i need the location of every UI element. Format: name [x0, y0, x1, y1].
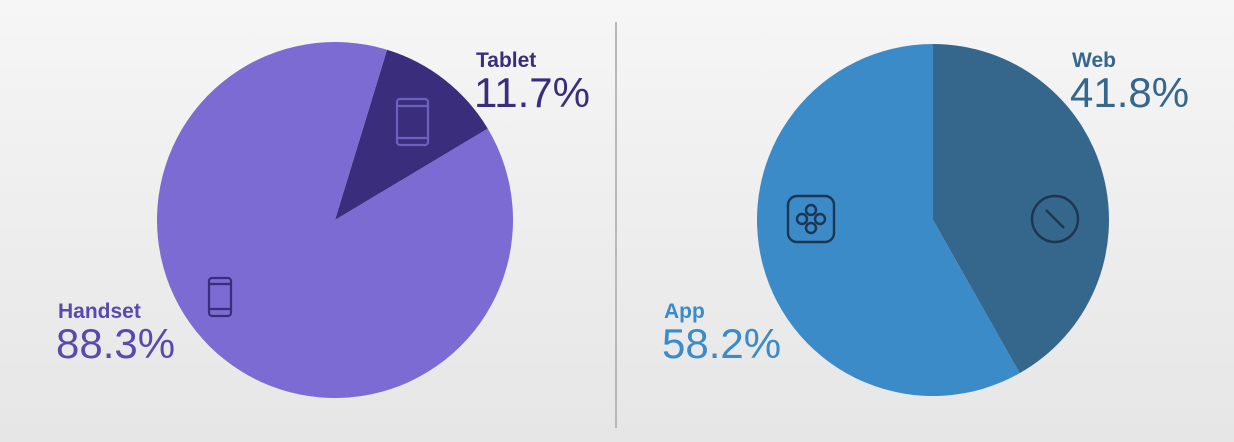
- handset-value: 88.3%: [56, 320, 175, 367]
- app-icon: [786, 194, 836, 244]
- pie-slice-app: [756, 44, 1020, 396]
- compass-icon: [1030, 194, 1080, 244]
- web-value: 41.8%: [1070, 69, 1189, 116]
- handset-label: Handset: [58, 300, 141, 323]
- pie-slice-handset: [157, 42, 514, 399]
- web-label: Web: [1072, 49, 1116, 72]
- smartphone-icon: [207, 276, 233, 318]
- tablet-label: Tablet: [476, 49, 536, 72]
- platform-pie-chart: Web 41.8% App 58.2%: [662, 44, 1189, 396]
- device-pie-chart: Tablet 11.7% Handset 88.3%: [56, 42, 590, 399]
- app-value: 58.2%: [662, 320, 781, 367]
- pie-slice-web: [933, 44, 1109, 374]
- tablet-value: 11.7%: [474, 69, 590, 116]
- tablet-icon: [395, 97, 430, 147]
- pie-slice-tablet: [335, 49, 488, 220]
- app-label: App: [664, 300, 705, 323]
